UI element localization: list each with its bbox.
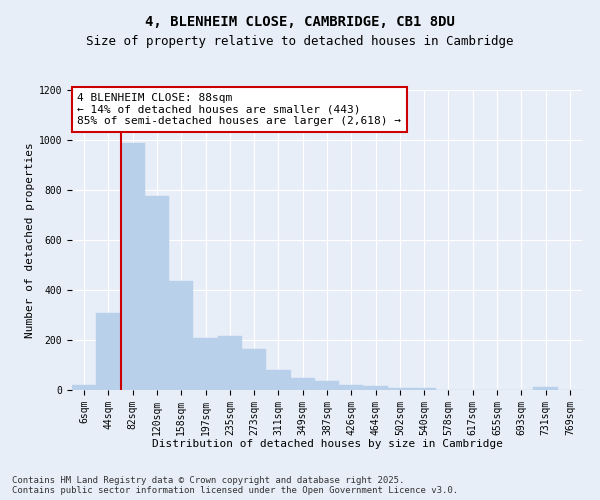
Bar: [388, 388, 412, 390]
Bar: [145, 196, 169, 390]
Bar: [533, 387, 558, 390]
Bar: [315, 381, 339, 390]
Bar: [242, 349, 266, 390]
Bar: [339, 385, 364, 390]
Text: Contains HM Land Registry data © Crown copyright and database right 2025.
Contai: Contains HM Land Registry data © Crown c…: [12, 476, 458, 495]
Text: Size of property relative to detached houses in Cambridge: Size of property relative to detached ho…: [86, 35, 514, 48]
X-axis label: Distribution of detached houses by size in Cambridge: Distribution of detached houses by size …: [151, 439, 503, 449]
Bar: [169, 281, 193, 390]
Y-axis label: Number of detached properties: Number of detached properties: [25, 142, 35, 338]
Bar: [266, 370, 290, 390]
Bar: [121, 142, 145, 390]
Text: 4 BLENHEIM CLOSE: 88sqm
← 14% of detached houses are smaller (443)
85% of semi-d: 4 BLENHEIM CLOSE: 88sqm ← 14% of detache…: [77, 93, 401, 126]
Bar: [364, 386, 388, 390]
Bar: [412, 388, 436, 390]
Bar: [290, 378, 315, 390]
Bar: [72, 384, 96, 390]
Bar: [193, 338, 218, 390]
Bar: [218, 336, 242, 390]
Bar: [96, 313, 121, 390]
Text: 4, BLENHEIM CLOSE, CAMBRIDGE, CB1 8DU: 4, BLENHEIM CLOSE, CAMBRIDGE, CB1 8DU: [145, 15, 455, 29]
